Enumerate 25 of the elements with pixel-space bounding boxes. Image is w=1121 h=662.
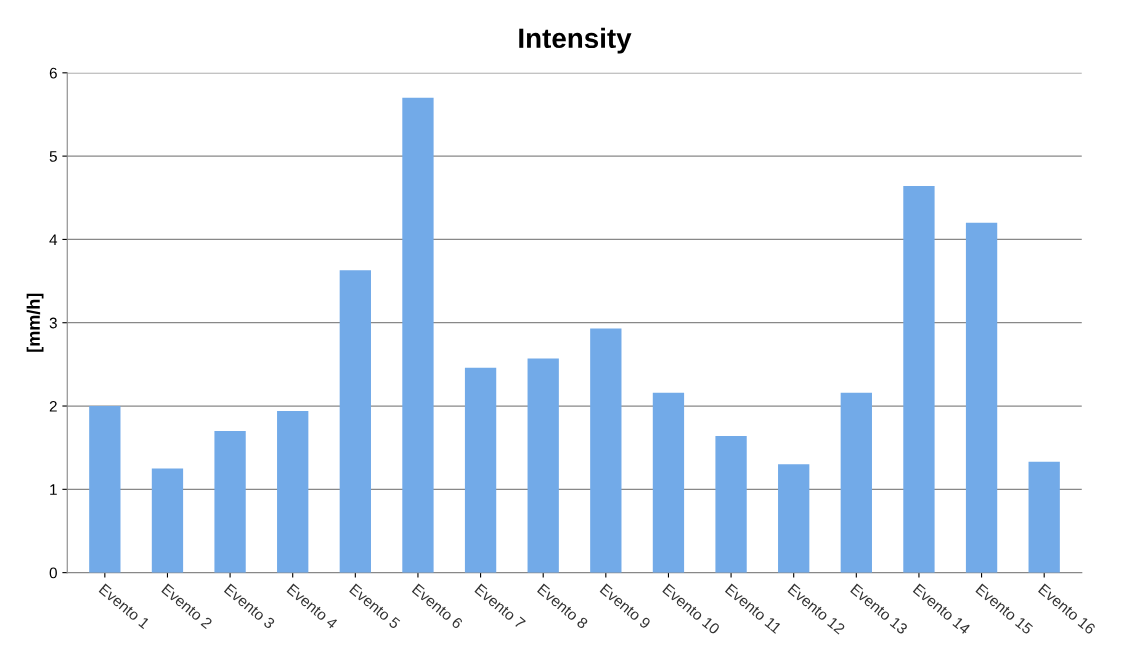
bar <box>652 392 685 573</box>
y-tick-label: 6 <box>49 67 57 79</box>
y-tick-label: 4 <box>49 234 58 245</box>
y-axis-title: [mm/h] <box>26 293 44 352</box>
bar <box>840 392 872 573</box>
bar <box>464 367 497 573</box>
bar <box>89 406 121 573</box>
bar <box>277 411 309 573</box>
bar <box>778 464 810 573</box>
bar <box>590 328 622 573</box>
y-tick-label: 1 <box>50 484 57 495</box>
y-tick-label: 5 <box>49 151 57 162</box>
bar <box>151 468 184 573</box>
y-tick-label: 2 <box>49 400 57 412</box>
bar <box>402 97 434 573</box>
y-tick-label: 0 <box>49 567 57 579</box>
y-tick-label: 3 <box>49 317 57 329</box>
bar <box>903 186 935 573</box>
bar <box>965 222 998 573</box>
bar <box>715 436 747 573</box>
bar <box>214 431 246 573</box>
chart-title: Intensity <box>519 27 632 54</box>
bar <box>339 270 371 573</box>
bar <box>1028 461 1060 573</box>
bar <box>527 358 559 573</box>
